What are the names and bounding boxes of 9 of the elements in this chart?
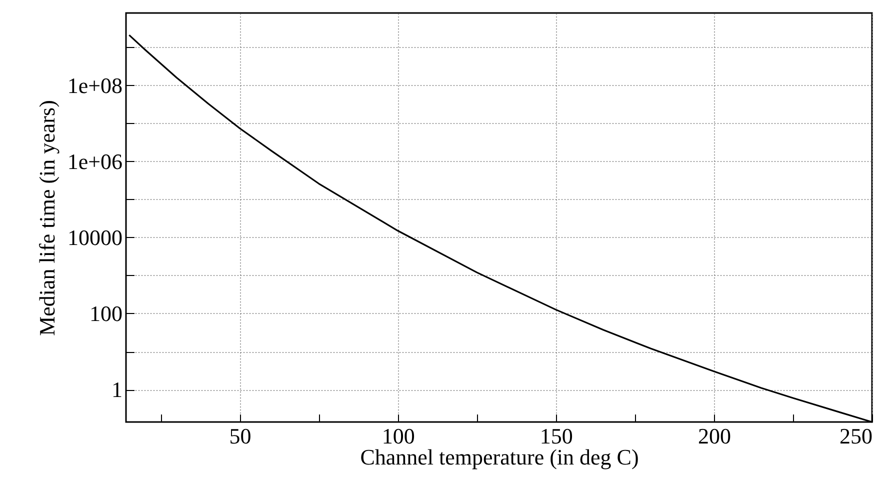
y-tick-label: 1 bbox=[112, 377, 122, 402]
y-tick-label: 100 bbox=[90, 300, 122, 326]
x-tick-label: 250 bbox=[840, 424, 872, 448]
x-tick-label: 200 bbox=[698, 424, 731, 448]
x-tick-label: 50 bbox=[229, 424, 252, 448]
y-tick-label: 1e+06 bbox=[67, 148, 122, 174]
y-tick-label: 1e+08 bbox=[67, 72, 122, 98]
y-tick-label: 10000 bbox=[68, 224, 122, 250]
y-axis-title: Median life time (in years) bbox=[34, 100, 60, 336]
